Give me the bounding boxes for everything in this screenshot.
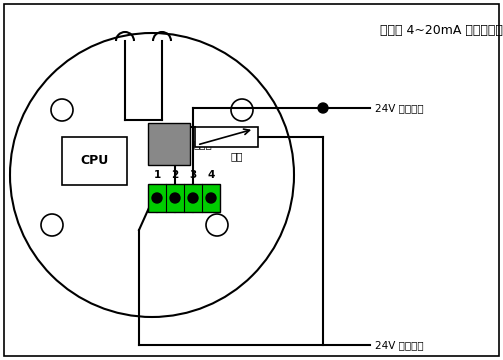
Bar bbox=[148, 184, 220, 212]
Bar bbox=[195, 127, 258, 147]
Circle shape bbox=[188, 193, 198, 203]
Circle shape bbox=[51, 99, 73, 121]
Text: 2: 2 bbox=[172, 170, 179, 180]
Text: 24V 电源正端: 24V 电源正端 bbox=[375, 340, 424, 350]
Circle shape bbox=[318, 103, 328, 113]
Bar bbox=[62, 137, 127, 185]
Text: 负载: 负载 bbox=[230, 151, 243, 161]
Text: 3: 3 bbox=[189, 170, 197, 180]
Text: 24V 电源负端: 24V 电源负端 bbox=[375, 103, 424, 113]
Text: 4: 4 bbox=[207, 170, 215, 180]
Circle shape bbox=[170, 193, 180, 203]
Circle shape bbox=[206, 193, 216, 203]
Circle shape bbox=[10, 33, 294, 317]
Bar bbox=[148, 123, 190, 165]
Circle shape bbox=[206, 214, 228, 236]
Text: 1: 1 bbox=[153, 170, 160, 180]
Circle shape bbox=[41, 214, 63, 236]
Circle shape bbox=[152, 193, 162, 203]
Text: CPU: CPU bbox=[80, 154, 109, 167]
Text: 传感器: 传感器 bbox=[194, 139, 213, 149]
Text: 三线制 4~20mA 接线示意图: 三线制 4~20mA 接线示意图 bbox=[380, 23, 503, 36]
Circle shape bbox=[231, 99, 253, 121]
